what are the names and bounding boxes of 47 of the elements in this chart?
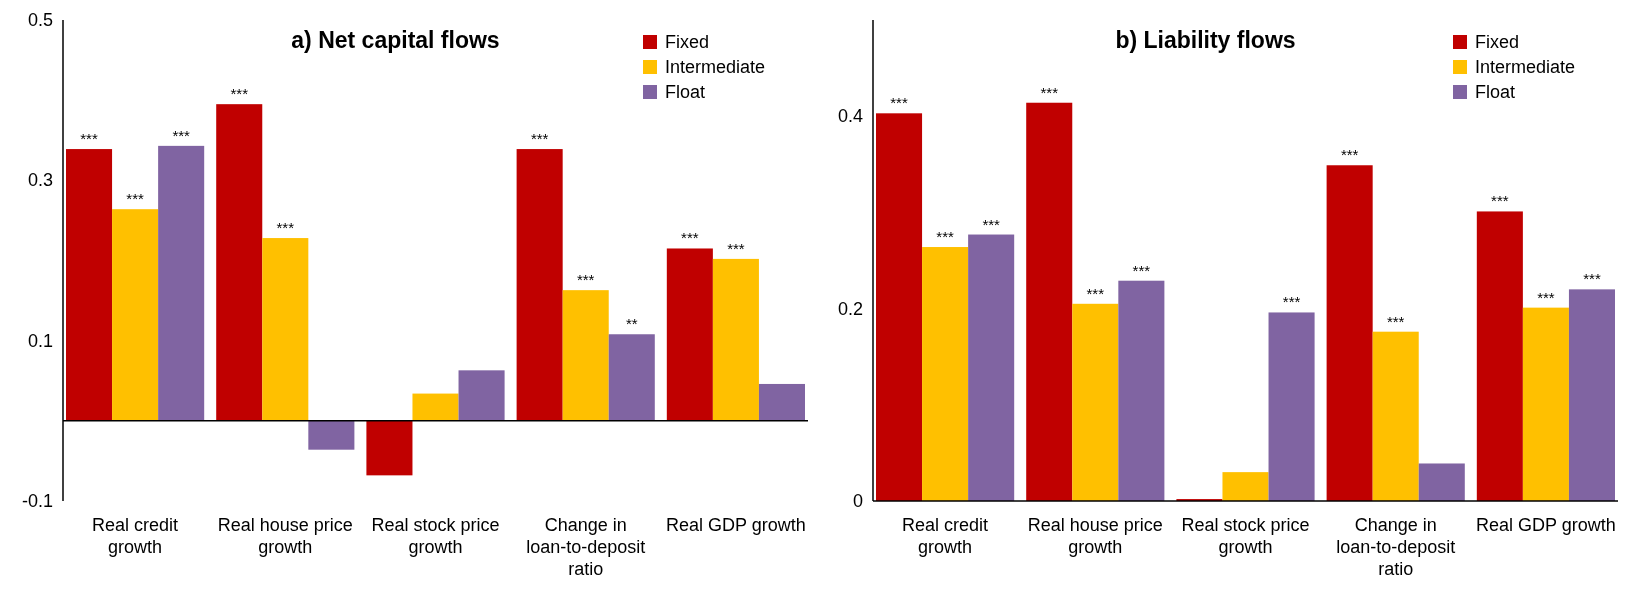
x-tick-label: Real house price growth xyxy=(1027,515,1163,557)
y-tick-label: 0 xyxy=(852,491,863,511)
legend-label: Float xyxy=(1475,82,1516,102)
legend-label: Intermediate xyxy=(1475,57,1576,77)
data-label: *** xyxy=(1086,284,1105,302)
y-tick-label: 0.2 xyxy=(837,298,863,319)
data-label: *** xyxy=(576,271,595,289)
data-label: *** xyxy=(1386,312,1405,330)
chart-title: a) Net capital flows xyxy=(291,27,500,53)
data-label: *** xyxy=(890,94,908,112)
x-tick-label: Real stock price growth xyxy=(371,515,500,557)
data-label: *** xyxy=(1491,192,1509,210)
data-label: *** xyxy=(681,229,699,247)
data-label: *** xyxy=(80,130,98,148)
data-label: *** xyxy=(230,85,249,103)
y-tick-label: 0.5 xyxy=(27,10,53,30)
x-tick-label: Real house price growth xyxy=(217,515,353,557)
data-label: ** xyxy=(625,315,638,333)
data-label: *** xyxy=(530,130,549,148)
data-label: *** xyxy=(126,190,145,208)
y-tick-label: 0.4 xyxy=(837,106,863,127)
legend-label: Intermediate xyxy=(665,57,766,77)
data-label: *** xyxy=(727,239,745,257)
y-tick-label: 0.3 xyxy=(27,170,53,191)
x-tick-label: Change in loan-to-deposit ratio xyxy=(1336,515,1456,579)
data-label: *** xyxy=(936,228,955,246)
legend-label: Fixed xyxy=(1475,32,1520,52)
legend-label: Fixed xyxy=(665,32,710,52)
x-tick-label: Real GDP growth xyxy=(666,515,806,535)
chart-title: b) Liability flows xyxy=(1115,27,1296,53)
x-tick-label: Real credit growth xyxy=(902,515,989,557)
data-label: *** xyxy=(1282,293,1301,311)
data-label: *** xyxy=(1132,261,1151,279)
data-label: *** xyxy=(276,219,295,237)
x-tick-label: Change in loan-to-deposit ratio xyxy=(526,515,646,579)
x-tick-label: Real GDP growth xyxy=(1476,515,1616,535)
data-label: *** xyxy=(982,215,1001,233)
y-tick-label: 0.1 xyxy=(27,330,53,351)
data-label: *** xyxy=(1340,146,1359,164)
legend-label: Float xyxy=(665,82,706,102)
x-tick-label: Real stock price growth xyxy=(1181,515,1310,557)
data-label: *** xyxy=(1040,83,1059,101)
data-label: *** xyxy=(1583,270,1601,288)
data-label: *** xyxy=(1537,288,1555,306)
data-label: *** xyxy=(172,126,191,144)
y-tick-label: -0.1 xyxy=(21,491,53,511)
x-tick-label: Real credit growth xyxy=(92,515,179,557)
